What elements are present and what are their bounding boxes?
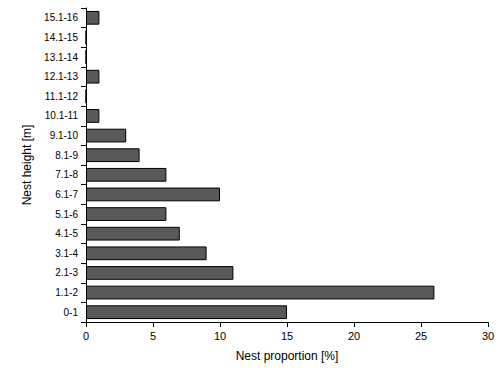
svg-text:1.1-2: 1.1-2 [55, 287, 78, 298]
svg-text:30: 30 [482, 330, 494, 342]
svg-text:12.1-13: 12.1-13 [44, 71, 78, 82]
svg-text:25: 25 [415, 330, 427, 342]
svg-text:8.1-9: 8.1-9 [55, 150, 78, 161]
svg-text:Nest height [m]: Nest height [m] [20, 125, 34, 206]
svg-text:13.1-14: 13.1-14 [44, 52, 78, 63]
svg-text:5.1-6: 5.1-6 [55, 209, 78, 220]
svg-text:6.1-7: 6.1-7 [55, 189, 78, 200]
svg-text:4.1-5: 4.1-5 [55, 228, 78, 239]
svg-text:9.1-10: 9.1-10 [50, 130, 79, 141]
svg-text:0: 0 [83, 330, 89, 342]
svg-text:20: 20 [348, 330, 360, 342]
svg-text:2.1-3: 2.1-3 [55, 267, 78, 278]
svg-text:15: 15 [281, 330, 293, 342]
svg-text:15.1-16: 15.1-16 [44, 12, 78, 23]
svg-text:5: 5 [150, 330, 156, 342]
svg-text:10: 10 [214, 330, 226, 342]
svg-text:10.1-11: 10.1-11 [45, 110, 79, 121]
svg-text:0-1: 0-1 [64, 307, 79, 318]
svg-text:3.1-4: 3.1-4 [55, 248, 78, 259]
svg-text:11.1-12: 11.1-12 [45, 91, 79, 102]
svg-text:14.1-15: 14.1-15 [44, 32, 78, 43]
svg-text:7.1-8: 7.1-8 [55, 169, 78, 180]
svg-text:Nest proportion [%]: Nest proportion [%] [236, 349, 339, 363]
